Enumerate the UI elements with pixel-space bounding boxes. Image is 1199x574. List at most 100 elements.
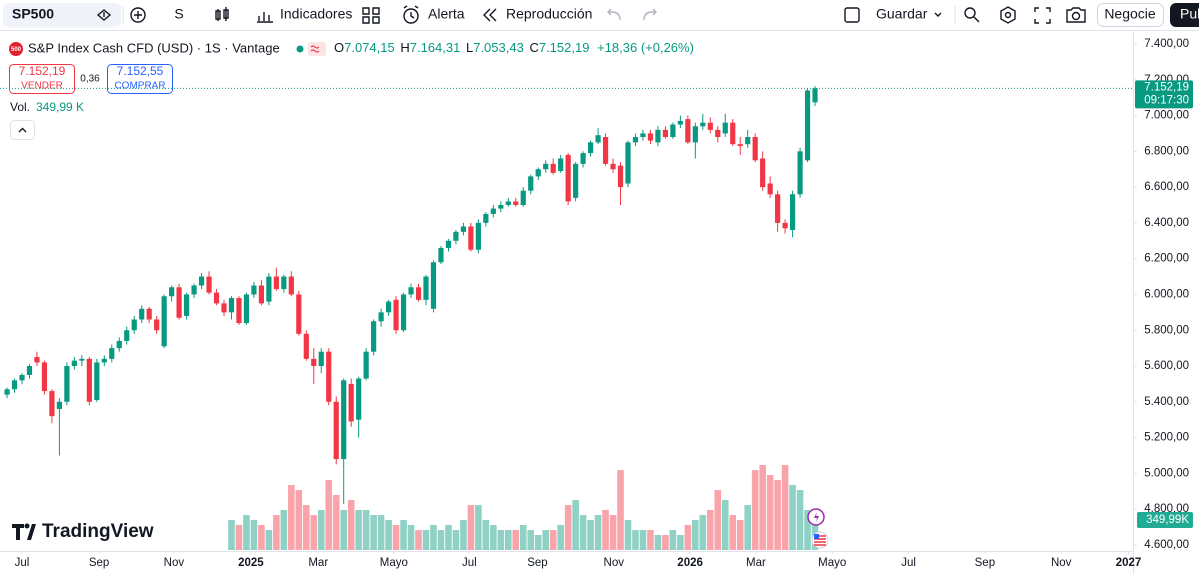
volume-bar (228, 520, 235, 550)
y-tick-label: 6.800,00 (1144, 145, 1189, 157)
volume-bar (534, 535, 542, 550)
x-tick-label: Mar (746, 557, 766, 569)
indicators[interactable]: Indicadores (280, 6, 352, 22)
buy-price[interactable]: 7.152,55 (117, 64, 164, 78)
toolbar: SP500 S Indicadores Alerta Reproducción … (0, 3, 1199, 31)
volume-bar (377, 515, 385, 550)
candle-body (610, 163, 616, 170)
candle-body (565, 154, 571, 202)
candle-body (468, 226, 474, 250)
interval[interactable]: S (174, 6, 183, 22)
symbol[interactable]: SP500 (12, 6, 54, 22)
symbol-icon[interactable] (96, 9, 112, 21)
alert[interactable]: Alerta (428, 6, 465, 22)
volume-bar (781, 465, 789, 550)
trade-button[interactable] (1097, 3, 1164, 27)
alert-icon[interactable] (403, 8, 419, 24)
save-checkbox[interactable] (844, 7, 860, 23)
publish[interactable]: Pub (1180, 6, 1199, 22)
publish-button[interactable] (1170, 3, 1199, 27)
symbol-search[interactable] (3, 3, 121, 27)
sell-price[interactable]: 7.152,19 (19, 64, 66, 78)
candle-body (745, 137, 751, 145)
volume-bar (527, 530, 535, 550)
candle-body (41, 362, 48, 392)
candle-body (580, 153, 586, 164)
snapshot-lens (1071, 11, 1081, 21)
compare-icon[interactable] (130, 7, 146, 23)
volume-bar (632, 530, 639, 550)
candle-body (363, 351, 369, 379)
replay[interactable]: Reproducción (506, 6, 592, 22)
candle-body (236, 298, 242, 324)
volume-bar (288, 485, 295, 550)
y-tick-label: 6.000,00 (1144, 288, 1189, 300)
candle-body (640, 133, 646, 138)
settings-dot (1004, 11, 1012, 19)
candle-body (505, 201, 511, 205)
sell-button[interactable] (9, 64, 75, 94)
y-tick-label: 7.400,00 (1144, 38, 1189, 50)
save-menu[interactable] (934, 12, 942, 17)
plot (4, 86, 819, 550)
candle-body (86, 358, 92, 402)
candle-body (737, 144, 743, 146)
x-tick-label: Nov (1051, 557, 1072, 569)
buy-label[interactable]: COMPRAR (114, 81, 165, 92)
candle-body (228, 298, 235, 313)
spread: 0,36 (80, 74, 100, 85)
volume-bar (572, 500, 579, 550)
volume-bar (677, 535, 684, 550)
search-icon[interactable] (964, 7, 976, 19)
volume-bar (467, 505, 475, 550)
save[interactable]: Guardar (876, 6, 928, 22)
volume-bar (430, 524, 437, 550)
volume-bar (250, 520, 258, 550)
volume-bar (355, 509, 362, 550)
chart-type-icon[interactable] (215, 7, 229, 21)
trade[interactable]: Negocie (1104, 6, 1156, 22)
candle-body (116, 340, 122, 349)
layouts-icon[interactable] (362, 7, 380, 24)
redo-icon[interactable] (643, 8, 657, 21)
candle-body (647, 133, 654, 141)
settings-icon[interactable] (1000, 6, 1016, 24)
candle-body (19, 374, 25, 381)
candle-body (400, 294, 407, 331)
volume-bar (602, 509, 609, 550)
badge-text: 500 (11, 47, 22, 53)
candle-body (662, 129, 669, 138)
compare-plus (134, 11, 142, 19)
volume-axis-box (1137, 512, 1193, 529)
symbol-badge (9, 42, 23, 56)
flag-canton (814, 534, 819, 539)
indicators-icon[interactable] (257, 12, 273, 23)
candle-body (393, 299, 399, 331)
market-status (296, 45, 304, 53)
snapshot-icon[interactable] (1066, 7, 1086, 23)
candle-body (94, 362, 100, 401)
candle-body (26, 366, 33, 375)
candle-body (617, 165, 624, 188)
volume-bar (721, 500, 729, 550)
candle-body (438, 247, 444, 263)
x-tick-label: Mayo (380, 557, 408, 569)
candle-body (677, 120, 683, 125)
candle-body (789, 194, 796, 231)
undo-icon[interactable] (607, 8, 621, 21)
collapse-button[interactable] (10, 120, 35, 140)
candle-body (408, 287, 414, 295)
volume-axis-label: 349,99K (1146, 514, 1189, 526)
sell-label[interactable]: VENDER (21, 81, 63, 92)
candle-body (385, 301, 392, 313)
logo-mark (12, 524, 36, 540)
buy-button[interactable] (107, 64, 173, 94)
volume-bar (662, 535, 669, 550)
x-tick-label: Mar (308, 557, 328, 569)
volume-bar (504, 530, 512, 550)
ohlc-value: 7.053,43 (473, 40, 524, 55)
fullscreen-icon[interactable] (1034, 7, 1051, 24)
volume-legend-value: 349,99 K (36, 100, 84, 114)
replay-icon[interactable] (483, 8, 497, 22)
candle-body (453, 231, 459, 241)
